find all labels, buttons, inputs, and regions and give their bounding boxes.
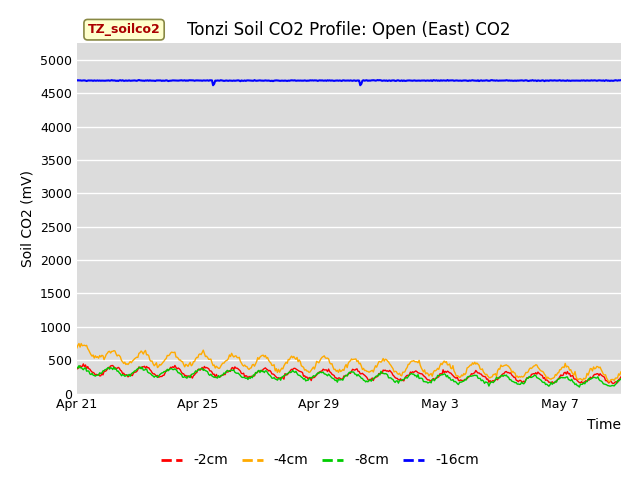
Text: Time: Time [587,418,621,432]
Legend: -2cm, -4cm, -8cm, -16cm: -2cm, -4cm, -8cm, -16cm [156,448,484,473]
Y-axis label: Soil CO2 (mV): Soil CO2 (mV) [20,170,35,267]
Title: Tonzi Soil CO2 Profile: Open (East) CO2: Tonzi Soil CO2 Profile: Open (East) CO2 [187,21,511,39]
Text: TZ_soilco2: TZ_soilco2 [88,23,161,36]
